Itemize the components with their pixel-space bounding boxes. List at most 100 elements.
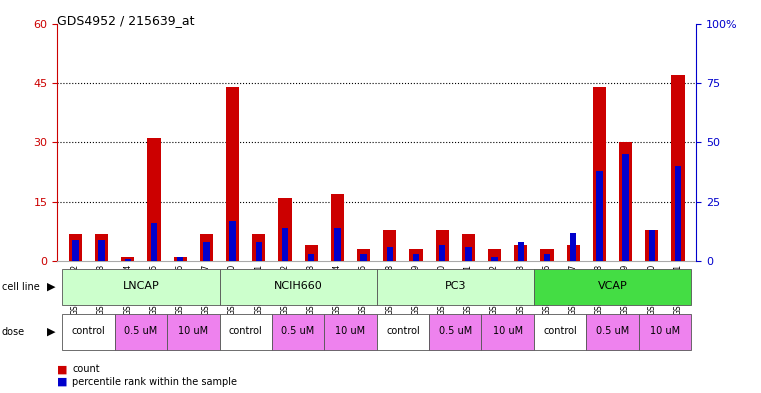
- Text: count: count: [72, 364, 100, 375]
- Text: GSM1359765: GSM1359765: [359, 264, 368, 315]
- Bar: [439, 245, 445, 261]
- Text: GSM1359779: GSM1359779: [412, 264, 421, 315]
- Text: GSM1359781: GSM1359781: [464, 264, 473, 315]
- Text: control: control: [72, 326, 105, 336]
- Bar: [586, 314, 638, 350]
- Text: NCIH660: NCIH660: [274, 281, 323, 291]
- Bar: [648, 230, 655, 261]
- Bar: [543, 254, 550, 261]
- Text: percentile rank within the sample: percentile rank within the sample: [72, 377, 237, 387]
- Bar: [429, 314, 482, 350]
- Bar: [167, 314, 219, 350]
- Bar: [465, 247, 472, 261]
- Bar: [567, 246, 580, 261]
- Text: 0.5 uM: 0.5 uM: [438, 326, 472, 336]
- Text: GSM1359761: GSM1359761: [254, 264, 263, 315]
- Bar: [570, 233, 577, 261]
- Text: 0.5 uM: 0.5 uM: [124, 326, 158, 336]
- Bar: [203, 242, 210, 261]
- Text: VCAP: VCAP: [597, 281, 627, 291]
- Text: control: control: [229, 326, 263, 336]
- Bar: [488, 250, 501, 261]
- Bar: [72, 240, 78, 261]
- Text: cell line: cell line: [2, 282, 40, 292]
- Text: GSM1359773: GSM1359773: [97, 264, 106, 315]
- Bar: [177, 257, 183, 261]
- Bar: [256, 242, 262, 261]
- Text: 10 uM: 10 uM: [650, 326, 680, 336]
- Bar: [279, 198, 291, 261]
- Bar: [514, 246, 527, 261]
- Text: GSM1359777: GSM1359777: [202, 264, 211, 315]
- Bar: [98, 240, 105, 261]
- Text: 10 uM: 10 uM: [178, 326, 209, 336]
- Bar: [534, 269, 691, 305]
- Bar: [200, 233, 213, 261]
- Bar: [534, 314, 586, 350]
- Text: ■: ■: [57, 377, 68, 387]
- Bar: [151, 223, 158, 261]
- Text: control: control: [386, 326, 420, 336]
- Bar: [360, 254, 367, 261]
- Bar: [492, 257, 498, 261]
- Bar: [219, 269, 377, 305]
- Bar: [174, 257, 186, 261]
- Bar: [282, 228, 288, 261]
- Bar: [272, 314, 324, 350]
- Text: GDS4952 / 215639_at: GDS4952 / 215639_at: [57, 14, 195, 27]
- Bar: [62, 269, 219, 305]
- Bar: [412, 254, 419, 261]
- Text: 10 uM: 10 uM: [492, 326, 523, 336]
- Bar: [387, 247, 393, 261]
- Bar: [409, 250, 422, 261]
- Bar: [148, 138, 161, 261]
- Text: control: control: [543, 326, 577, 336]
- Bar: [619, 143, 632, 261]
- Bar: [334, 228, 341, 261]
- Bar: [308, 254, 314, 261]
- Bar: [62, 314, 115, 350]
- Text: GSM1359774: GSM1359774: [123, 264, 132, 315]
- Text: ▶: ▶: [47, 327, 56, 337]
- Bar: [357, 250, 370, 261]
- Text: GSM1359762: GSM1359762: [281, 264, 289, 315]
- Text: GSM1359770: GSM1359770: [648, 264, 656, 315]
- Bar: [593, 87, 606, 261]
- Bar: [671, 75, 685, 261]
- Text: LNCAP: LNCAP: [123, 281, 159, 291]
- Text: GSM1359763: GSM1359763: [307, 264, 316, 315]
- Bar: [219, 314, 272, 350]
- Bar: [622, 154, 629, 261]
- Bar: [435, 230, 449, 261]
- Text: GSM1359780: GSM1359780: [438, 264, 447, 315]
- Bar: [377, 269, 534, 305]
- Bar: [596, 171, 603, 261]
- Bar: [482, 314, 534, 350]
- Bar: [125, 259, 131, 261]
- Bar: [675, 166, 681, 261]
- Bar: [331, 194, 344, 261]
- Bar: [324, 314, 377, 350]
- Text: 0.5 uM: 0.5 uM: [596, 326, 629, 336]
- Text: 0.5 uM: 0.5 uM: [282, 326, 315, 336]
- Bar: [645, 230, 658, 261]
- Text: GSM1359778: GSM1359778: [385, 264, 394, 315]
- Text: ■: ■: [57, 364, 68, 375]
- Text: GSM1359768: GSM1359768: [595, 264, 604, 315]
- Bar: [121, 257, 135, 261]
- Text: GSM1359766: GSM1359766: [543, 264, 552, 315]
- Bar: [252, 233, 266, 261]
- Text: 10 uM: 10 uM: [336, 326, 365, 336]
- Bar: [384, 230, 396, 261]
- Text: GSM1359760: GSM1359760: [228, 264, 237, 315]
- Text: GSM1359775: GSM1359775: [149, 264, 158, 315]
- Text: GSM1359782: GSM1359782: [490, 264, 499, 315]
- Text: GSM1359776: GSM1359776: [176, 264, 185, 315]
- Text: GSM1359764: GSM1359764: [333, 264, 342, 315]
- Bar: [540, 250, 553, 261]
- Bar: [95, 233, 108, 261]
- Text: GSM1359771: GSM1359771: [673, 264, 683, 315]
- Text: GSM1359783: GSM1359783: [516, 264, 525, 315]
- Bar: [304, 246, 318, 261]
- Bar: [68, 233, 82, 261]
